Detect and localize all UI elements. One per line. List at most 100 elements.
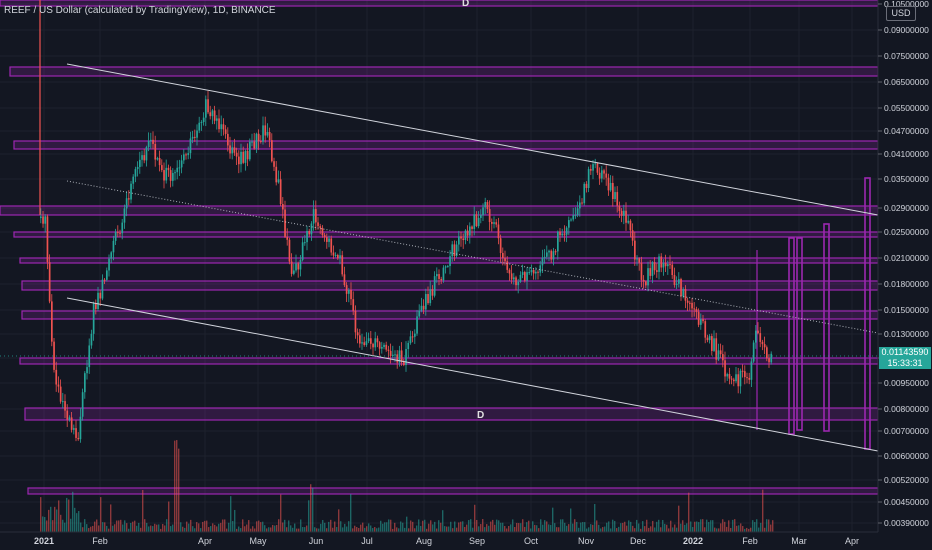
candle-body: [361, 342, 363, 344]
candle-body: [169, 170, 172, 181]
volume-bar: [382, 523, 384, 532]
candle-body: [279, 179, 282, 205]
candle-body: [444, 266, 447, 268]
volume-bar: [338, 509, 340, 532]
candle-body: [651, 262, 654, 276]
price-tick-label: 0.01800000: [884, 279, 929, 289]
candle-body: [519, 274, 522, 282]
candle-body: [317, 222, 319, 227]
zone-6: [21, 280, 879, 291]
candle-body: [453, 244, 456, 256]
candle-body: [697, 311, 700, 325]
candle-body: [136, 166, 139, 170]
candle-body: [218, 118, 220, 130]
candle-body: [132, 176, 135, 184]
candle-body: [79, 416, 82, 440]
candle-body: [429, 289, 432, 304]
candle-body: [323, 235, 326, 238]
volume-bar: [650, 526, 652, 532]
volume-bar: [424, 519, 426, 532]
volume-bar: [448, 526, 450, 532]
volume-bar: [350, 494, 352, 532]
time-tick-label: Feb: [92, 536, 108, 546]
candle-body: [689, 302, 691, 304]
mid-trendline: [66, 180, 879, 334]
candle-body: [222, 124, 225, 130]
volume-bar: [156, 524, 158, 532]
volume-bar: [170, 526, 172, 532]
volume-bar: [166, 519, 168, 532]
currency-badge[interactable]: USD: [886, 6, 916, 21]
volume-bar: [698, 522, 700, 532]
volume-bar: [250, 528, 252, 532]
candle-body: [315, 209, 317, 223]
volume-bar: [630, 521, 632, 532]
volume-bar: [386, 522, 388, 532]
volume-bar: [370, 525, 372, 532]
volume-bar: [722, 519, 724, 532]
candle-body: [163, 170, 165, 181]
volume-bar: [620, 523, 622, 532]
volume-bar: [510, 524, 512, 532]
volume-bars: [40, 440, 774, 532]
candle-body: [268, 131, 271, 141]
candle-body: [403, 361, 405, 366]
candle-body: [607, 177, 610, 191]
candle-body: [532, 270, 535, 274]
candle-body: [354, 310, 357, 333]
candle-body: [568, 220, 570, 228]
time-tick-label: Apr: [845, 536, 859, 546]
candle-body: [205, 99, 207, 118]
volume-bar: [456, 527, 458, 532]
volume-bar: [366, 526, 368, 532]
volume-bar: [518, 523, 520, 532]
volume-bar: [144, 519, 146, 532]
volume-bar: [530, 528, 532, 532]
volume-bar: [56, 509, 58, 532]
time-tick-label: Sep: [469, 536, 485, 546]
candle-body: [68, 417, 71, 420]
candle-body: [766, 347, 768, 359]
volume-bar: [194, 528, 196, 532]
candle-body: [66, 410, 69, 420]
volume-bar: [154, 523, 156, 532]
volume-bar: [442, 510, 444, 532]
candle-body: [92, 303, 95, 334]
volume-bar: [694, 521, 696, 532]
volume-bar: [192, 526, 194, 532]
volume-bar: [720, 523, 722, 532]
candle-body: [130, 183, 132, 200]
candle-body: [242, 151, 245, 163]
candle-body: [97, 292, 99, 310]
zone-4: [13, 231, 879, 238]
candle-body: [383, 344, 385, 348]
volume-bar: [748, 528, 750, 532]
candle-body: [394, 354, 396, 356]
volume-bar: [430, 520, 432, 532]
volume-bar: [180, 522, 182, 532]
volume-bar: [342, 527, 344, 532]
volume-bar: [574, 519, 576, 532]
volume-bar: [576, 521, 578, 532]
volume-bar: [212, 523, 214, 532]
volume-bar: [168, 501, 170, 532]
volume-bar: [158, 524, 160, 532]
volume-bar: [306, 525, 308, 532]
candle-body: [739, 370, 742, 387]
volume-bar: [190, 519, 192, 532]
candle-body: [95, 303, 97, 310]
volume-bar: [546, 521, 548, 532]
candle-body: [123, 208, 126, 223]
candle-body: [579, 202, 581, 209]
volume-bar: [446, 526, 448, 532]
volume-bar: [452, 528, 454, 532]
time-axis: 2021 Feb Apr May Jun Jul Aug Sep Oct Nov Dec 2022 Fe…: [34, 536, 859, 546]
candle-body: [235, 152, 238, 157]
candle-body: [475, 214, 478, 227]
candle-body: [372, 343, 374, 348]
volume-bar: [740, 523, 742, 532]
candle-body: [273, 161, 275, 167]
price-tick-label: 0.02900000: [884, 203, 929, 213]
volume-bar: [368, 523, 370, 532]
